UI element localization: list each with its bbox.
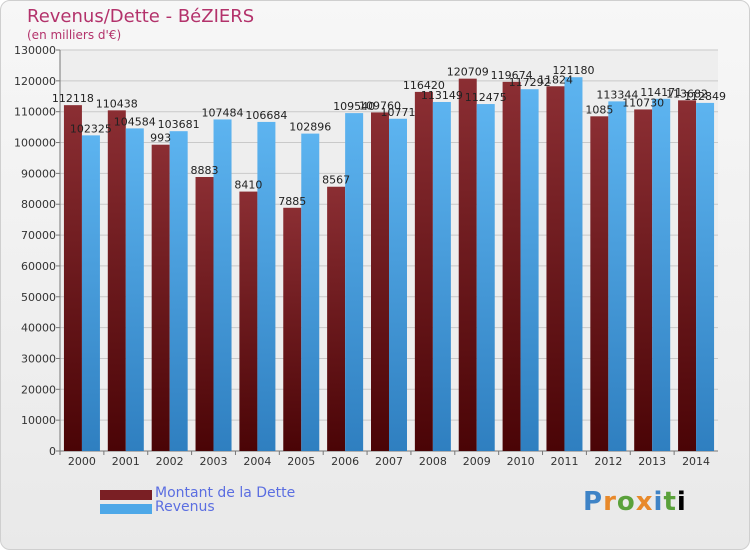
x-tick-label: 2013 (638, 455, 666, 468)
y-tick-label: 90000 (21, 167, 56, 180)
bar-dette (327, 186, 346, 451)
data-label: 11824 (538, 73, 573, 86)
data-label: 116420 (403, 79, 445, 92)
bar-dette (678, 100, 697, 452)
x-tick-label: 2001 (112, 455, 140, 468)
data-label: 993 (150, 132, 171, 145)
bar-dette (195, 176, 214, 451)
x-tick-label: 2000 (68, 455, 96, 468)
brand-logo: Proxiti (583, 487, 687, 517)
bar-revenus (696, 102, 715, 451)
data-label: 109760 (359, 99, 401, 112)
y-tick-label: 60000 (21, 260, 56, 273)
x-tick-label: 2003 (200, 455, 228, 468)
bar-dette (458, 78, 477, 451)
y-tick-label: 20000 (21, 383, 56, 396)
bar-dette (239, 191, 258, 451)
legend-swatch-revenus (100, 504, 152, 514)
bar-revenus (169, 131, 188, 451)
bar-dette (151, 144, 170, 451)
data-label: 117292 (509, 76, 551, 89)
data-label: 112475 (465, 91, 507, 104)
data-label: 113682 (666, 87, 708, 100)
y-tick-label: 40000 (21, 322, 56, 335)
x-tick-label: 2006 (331, 455, 359, 468)
legend-label-dette: Montant de la Dette (155, 485, 296, 501)
x-tick-label: 2014 (682, 455, 710, 468)
bar-dette (283, 207, 302, 451)
x-tick-label: 2002 (156, 455, 184, 468)
data-label: 113344 (596, 88, 638, 101)
x-tick-label: 2004 (243, 455, 271, 468)
data-label: 106684 (245, 109, 287, 122)
bar-dette (634, 109, 653, 451)
bar-dette (590, 116, 609, 452)
data-label: 1085 (585, 103, 613, 116)
bar-dette (414, 91, 433, 452)
bar-revenus (652, 98, 671, 451)
data-label: 110730 (622, 96, 664, 109)
data-label: 104584 (114, 115, 156, 128)
bar-revenus (125, 128, 144, 451)
legend-swatch-dette (100, 490, 152, 500)
data-label: 112118 (52, 92, 94, 105)
y-tick-label: 70000 (21, 229, 56, 242)
x-tick-label: 2005 (287, 455, 315, 468)
bar-revenus (520, 89, 539, 452)
bar-revenus (389, 118, 407, 452)
bar-revenus (564, 77, 583, 452)
bar-dette (371, 112, 389, 451)
data-label: 112849 (684, 90, 726, 103)
x-tick-label: 2011 (550, 455, 578, 468)
bar-revenus (608, 101, 627, 452)
y-tick-label: 50000 (21, 291, 56, 304)
data-label: 7885 (278, 195, 306, 208)
data-label: 114171 (640, 86, 682, 99)
bar-revenus (476, 104, 495, 451)
data-label: 109540 (333, 100, 375, 113)
y-tick-label: 10000 (21, 414, 56, 427)
data-label: 10771 (381, 106, 416, 119)
data-label: 8567 (322, 174, 350, 187)
bar-revenus (432, 101, 451, 451)
x-tick-label: 2008 (419, 455, 447, 468)
data-label: 121180 (552, 64, 594, 77)
x-tick-label: 2007 (375, 455, 403, 468)
data-label: 102896 (289, 121, 331, 134)
y-tick-label: 30000 (21, 352, 56, 365)
data-label: 103681 (158, 118, 200, 131)
y-tick-label: 110000 (14, 106, 56, 119)
bar-dette (63, 105, 82, 452)
y-tick-label: 130000 (14, 44, 56, 57)
bar-revenus (301, 133, 320, 451)
bar-revenus (81, 135, 100, 451)
y-tick-label: 80000 (21, 198, 56, 211)
legend-label-revenus: Revenus (155, 499, 215, 515)
bar-revenus (257, 121, 276, 451)
y-tick-label: 120000 (14, 75, 56, 88)
data-label: 113149 (421, 89, 463, 102)
data-label: 102325 (70, 122, 112, 135)
data-label: 107484 (202, 106, 244, 119)
x-tick-label: 2010 (507, 455, 535, 468)
x-tick-label: 2009 (463, 455, 491, 468)
bar-revenus (345, 113, 364, 451)
chart-title: Revenus/Dette - BéZIERS (27, 6, 255, 27)
data-label: 8883 (191, 164, 219, 177)
bar-dette (107, 110, 126, 451)
chart-subtitle: (en milliers d'€) (27, 28, 122, 42)
data-label: 119674 (491, 69, 533, 82)
x-tick-label: 2012 (594, 455, 622, 468)
bar-dette (502, 81, 521, 451)
bar-dette (546, 86, 565, 451)
data-label: 110438 (96, 97, 138, 110)
data-label: 8410 (234, 179, 262, 192)
y-tick-label: 100000 (14, 137, 56, 150)
y-tick-label: 0 (49, 445, 56, 458)
data-label: 120709 (447, 66, 489, 79)
bar-revenus (213, 119, 232, 452)
